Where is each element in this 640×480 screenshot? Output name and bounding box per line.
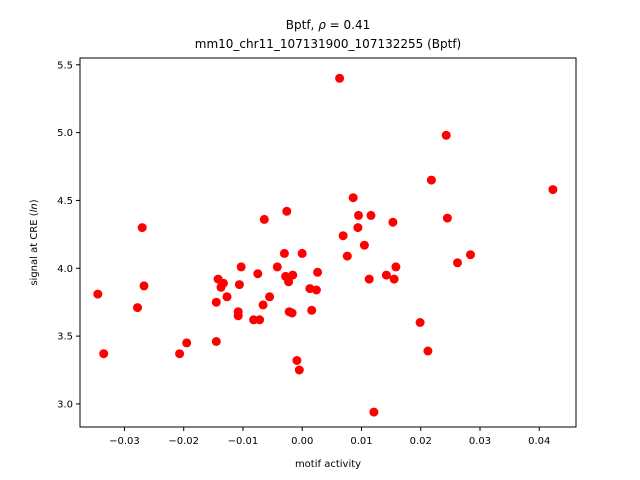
plot-area-frame bbox=[79, 57, 577, 428]
data-point bbox=[175, 349, 185, 359]
data-point bbox=[391, 262, 401, 272]
data-point bbox=[265, 292, 275, 302]
data-point bbox=[307, 305, 317, 315]
data-point bbox=[292, 356, 302, 365]
y-axis-label: signal at CRE (ln) bbox=[29, 199, 40, 285]
data-point bbox=[335, 73, 345, 83]
data-point bbox=[548, 185, 558, 195]
data-point bbox=[182, 338, 192, 348]
x-axis-label: motif activity bbox=[295, 459, 361, 470]
y-tick-label: 4.5 bbox=[57, 196, 73, 207]
data-point bbox=[294, 365, 304, 375]
data-point bbox=[369, 407, 379, 417]
y-tick-label: 3.0 bbox=[57, 399, 73, 410]
data-point bbox=[288, 270, 298, 280]
data-point bbox=[311, 285, 321, 295]
chart-title-line2: mm10_chr11_107131900_107132255 (Bptf) bbox=[195, 37, 461, 51]
data-point bbox=[353, 223, 363, 233]
data-point bbox=[137, 223, 147, 233]
data-point bbox=[253, 269, 263, 279]
data-point bbox=[354, 210, 363, 220]
data-point bbox=[338, 231, 348, 241]
data-point bbox=[342, 251, 352, 261]
chart-title-symbol: ρ bbox=[318, 18, 326, 32]
data-points bbox=[93, 73, 558, 417]
x-tick-label: −0.01 bbox=[228, 436, 259, 447]
data-point bbox=[442, 213, 452, 223]
data-point bbox=[233, 307, 243, 317]
data-point bbox=[259, 214, 269, 224]
data-point bbox=[211, 337, 221, 346]
data-point bbox=[93, 289, 103, 299]
data-point bbox=[222, 292, 232, 302]
y-axis-label-italic: ln bbox=[29, 203, 40, 212]
data-point bbox=[415, 318, 425, 327]
data-point bbox=[139, 281, 149, 291]
data-point bbox=[236, 262, 246, 272]
data-point bbox=[234, 280, 244, 290]
x-tick-label: 0.00 bbox=[291, 436, 313, 447]
data-point bbox=[218, 278, 228, 288]
x-tick-label: −0.02 bbox=[168, 436, 199, 447]
data-point bbox=[366, 210, 376, 220]
x-tick-label: 0.01 bbox=[350, 436, 372, 447]
chart-title-suffix: = 0.41 bbox=[326, 18, 370, 32]
data-point bbox=[426, 175, 436, 185]
data-point bbox=[348, 193, 358, 203]
data-point bbox=[99, 349, 109, 359]
data-point bbox=[297, 248, 307, 258]
data-point bbox=[389, 274, 399, 284]
x-tick-label: 0.04 bbox=[528, 436, 550, 447]
data-point bbox=[211, 297, 221, 307]
data-point bbox=[388, 217, 398, 227]
y-tick-label: 5.5 bbox=[57, 60, 73, 71]
data-point bbox=[313, 267, 323, 277]
data-point bbox=[272, 262, 282, 272]
data-point bbox=[364, 274, 374, 284]
data-point bbox=[284, 277, 294, 287]
data-point bbox=[133, 303, 142, 313]
data-point bbox=[282, 206, 292, 216]
y-tick-label: 3.5 bbox=[57, 332, 73, 343]
data-point bbox=[359, 240, 369, 250]
x-tick-label: 0.03 bbox=[469, 436, 491, 447]
data-point bbox=[423, 346, 433, 356]
data-point bbox=[381, 270, 391, 280]
chart-title-prefix: Bptf, bbox=[286, 18, 318, 32]
data-point bbox=[466, 250, 475, 260]
y-axis-label-prefix: signal at CRE ( bbox=[29, 212, 40, 285]
y-tick-label: 5.0 bbox=[57, 128, 73, 139]
y-axis-label-suffix: ) bbox=[29, 199, 40, 203]
chart-title-line1: Bptf, ρ = 0.41 bbox=[286, 18, 370, 32]
data-point bbox=[453, 258, 462, 268]
data-point bbox=[279, 248, 289, 258]
data-point bbox=[287, 308, 297, 318]
axis-ticks: −0.03 −0.02 −0.01 0.00 0.01 0.02 0.03 0.04 3.0 3.… bbox=[57, 60, 550, 447]
x-tick-label: 0.02 bbox=[410, 436, 432, 447]
data-point bbox=[441, 130, 451, 140]
data-point bbox=[258, 300, 268, 310]
data-point bbox=[255, 315, 265, 325]
y-tick-label: 4.0 bbox=[57, 264, 73, 275]
x-tick-label: −0.03 bbox=[109, 436, 140, 447]
